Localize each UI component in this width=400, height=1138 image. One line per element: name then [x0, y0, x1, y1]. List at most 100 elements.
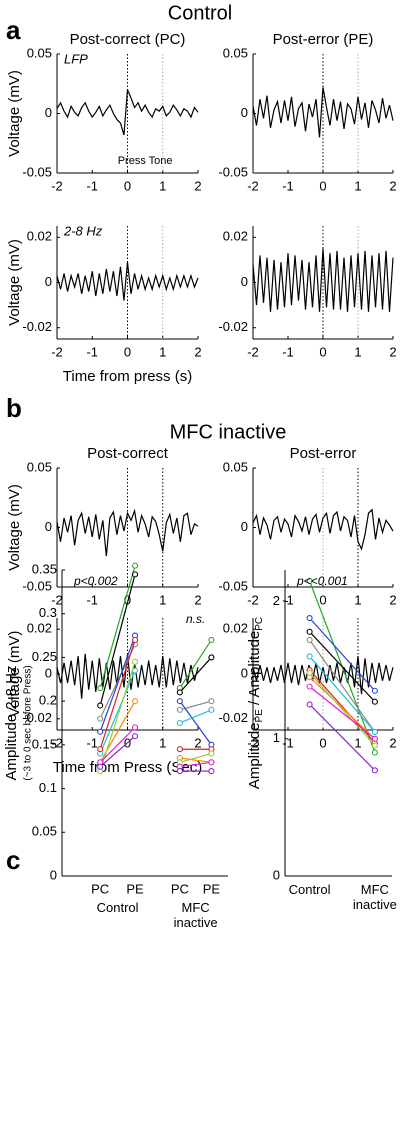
pair-line: [99, 735, 136, 768]
x-tick-label: -2: [247, 735, 259, 750]
x-tick-label: 1: [159, 735, 166, 750]
y-tick-label: 0.02: [27, 229, 52, 244]
x-tick-label: 2: [194, 735, 201, 750]
y-tick-label: -0.05: [22, 164, 52, 179]
point: [306, 577, 313, 585]
x-tick-label: -1: [282, 178, 294, 193]
pair-line: [309, 631, 376, 703]
annotation: LFP: [64, 51, 88, 66]
y-axis-label: Amplitude 2-8 Hz: [3, 665, 20, 780]
y-axis-label: (~3 to 0 sec before Press): [23, 665, 34, 780]
pair-line: [179, 753, 212, 763]
x-tick-label: 0: [319, 344, 326, 359]
x-tick-label: -1: [86, 735, 98, 750]
point: [176, 706, 183, 713]
y-axis-label-part: / Amplitude: [246, 631, 263, 709]
x-tick-label: -1: [282, 592, 294, 607]
x-tick-label: 2: [194, 178, 201, 193]
x-tick-label: MFC inactive: [352, 882, 397, 912]
pair-line: [179, 700, 212, 746]
x-tick-label: 1: [159, 592, 166, 607]
point: [131, 636, 139, 643]
y-tick-label: -0.02: [22, 710, 52, 725]
subplot-title: Post-correct (PC): [70, 31, 186, 48]
point: [208, 750, 215, 757]
panel-label: c: [6, 845, 20, 875]
point: [131, 658, 139, 665]
x-tick-label: PC: [91, 881, 109, 896]
y-tick-label: 0.05: [223, 459, 248, 474]
y-tick-label: 0.15: [32, 736, 57, 751]
x-tick-label: -1: [86, 178, 98, 193]
point: [208, 698, 215, 705]
pair-line: [179, 639, 212, 689]
point: [371, 749, 378, 756]
y-tick-label: 0.02: [27, 621, 52, 636]
heading: Control: [168, 2, 232, 24]
x-tick-label: 0: [124, 344, 131, 359]
pair-line: [179, 761, 212, 768]
pair-line: [99, 574, 136, 706]
point: [97, 728, 104, 735]
pair-line: [309, 676, 376, 740]
panel-label: a: [6, 15, 21, 45]
trace: [56, 89, 199, 136]
y-tick-label: 0: [241, 519, 248, 534]
point: [97, 715, 104, 722]
point: [306, 669, 313, 676]
trace: [56, 508, 199, 557]
x-tick-label: -1: [86, 592, 98, 607]
x-tick-label: 1: [354, 344, 361, 359]
point: [306, 614, 313, 622]
x-tick-label: PC: [171, 881, 189, 896]
y-tick-label: 2: [273, 593, 280, 608]
point: [371, 742, 378, 749]
trace: [252, 87, 394, 138]
pair-line: [99, 726, 136, 763]
y-tick-label: 0: [45, 105, 52, 120]
x-tick-label: 2: [389, 735, 396, 750]
x-tick-label: PE: [126, 881, 144, 896]
x-tick-label: -1: [86, 344, 98, 359]
y-tick-label: 0.05: [32, 824, 57, 839]
x-tick-label: -2: [51, 344, 63, 359]
point: [131, 571, 139, 578]
y-tick-label: 0: [50, 867, 57, 882]
point: [131, 733, 139, 740]
trace: [252, 656, 394, 695]
point: [208, 654, 215, 661]
point: [97, 746, 104, 753]
pair-line: [99, 639, 136, 750]
x-tick-label: -2: [247, 178, 259, 193]
subplot-title: Post-error (PE): [273, 31, 374, 48]
trace: [252, 248, 394, 312]
y-tick-label: -0.02: [218, 710, 248, 725]
point: [371, 687, 378, 694]
x-tick-label: 1: [159, 344, 166, 359]
point: [131, 698, 139, 705]
point: [97, 702, 104, 709]
x-tick-label: 0: [124, 178, 131, 193]
pair-line: [309, 617, 376, 692]
group-label: MFC inactive: [173, 900, 218, 930]
x-tick-label: 2: [194, 344, 201, 359]
y-tick-label: 0: [273, 867, 280, 882]
heading: MFC inactive: [170, 421, 287, 443]
y-tick-label: 0.3: [39, 605, 57, 620]
point: [306, 636, 313, 644]
point: [97, 684, 104, 692]
point: [306, 628, 313, 635]
x-axis-label: Time from Press (Sec): [53, 759, 202, 776]
point: [306, 653, 313, 660]
y-tick-label: 0: [241, 274, 248, 289]
y-tick-label: -0.05: [22, 578, 52, 593]
y-axis-label-part: PC: [254, 617, 265, 631]
y-tick-label: -0.05: [218, 578, 248, 593]
pair-line: [179, 757, 212, 763]
x-tick-label: 1: [354, 735, 361, 750]
point: [176, 746, 183, 753]
pair-line: [99, 635, 136, 732]
x-tick-label: PE: [203, 881, 221, 896]
